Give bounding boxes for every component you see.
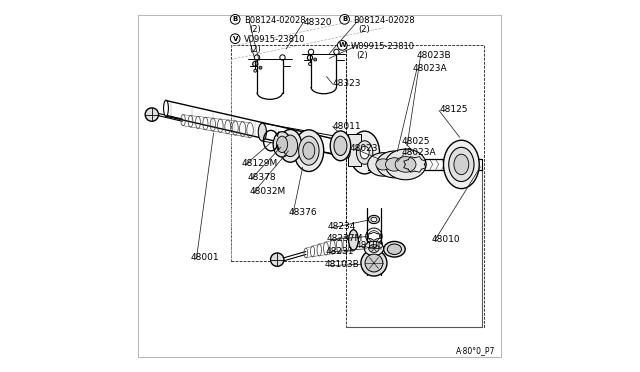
Text: 48010: 48010 <box>431 235 460 244</box>
Ellipse shape <box>383 241 405 257</box>
Text: B: B <box>232 16 238 22</box>
Ellipse shape <box>349 230 358 250</box>
Ellipse shape <box>395 157 416 172</box>
Text: 48234: 48234 <box>328 222 356 231</box>
Text: B08124-02028: B08124-02028 <box>353 16 414 25</box>
Ellipse shape <box>346 142 350 158</box>
Text: 48231: 48231 <box>326 247 354 256</box>
Ellipse shape <box>164 100 168 116</box>
Text: 48023B: 48023B <box>417 51 451 60</box>
Text: W: W <box>339 42 346 48</box>
Text: 48023: 48023 <box>349 144 378 153</box>
Text: (2): (2) <box>356 51 368 60</box>
Text: V09915-23810: V09915-23810 <box>244 35 305 44</box>
Text: 48032M: 48032M <box>250 187 285 196</box>
Ellipse shape <box>356 141 373 164</box>
Circle shape <box>334 49 339 55</box>
Circle shape <box>365 254 383 272</box>
Circle shape <box>280 55 285 60</box>
Ellipse shape <box>360 146 369 159</box>
Circle shape <box>230 15 240 24</box>
Ellipse shape <box>385 149 426 180</box>
Text: 48237M: 48237M <box>326 234 363 243</box>
Text: B: B <box>342 16 347 22</box>
Circle shape <box>271 253 284 266</box>
Text: V: V <box>232 36 238 42</box>
Text: 48378: 48378 <box>248 173 276 182</box>
Polygon shape <box>348 134 361 166</box>
Ellipse shape <box>369 215 380 224</box>
Text: 48025: 48025 <box>402 137 430 146</box>
Ellipse shape <box>278 129 302 162</box>
Ellipse shape <box>454 154 468 174</box>
Ellipse shape <box>444 140 479 189</box>
Circle shape <box>340 15 349 24</box>
Text: 48103B: 48103B <box>325 260 360 269</box>
Circle shape <box>361 250 387 276</box>
Text: 48376: 48376 <box>289 208 317 217</box>
Ellipse shape <box>376 159 390 170</box>
Ellipse shape <box>349 131 380 174</box>
Text: 48125: 48125 <box>440 105 468 114</box>
Ellipse shape <box>283 135 298 157</box>
Circle shape <box>253 61 258 67</box>
Circle shape <box>308 49 314 55</box>
Text: 48100: 48100 <box>355 241 384 250</box>
Ellipse shape <box>369 245 379 252</box>
Text: 48001: 48001 <box>191 253 219 262</box>
Text: 48320: 48320 <box>303 18 332 27</box>
Circle shape <box>254 55 260 60</box>
Ellipse shape <box>299 136 319 165</box>
Circle shape <box>307 55 312 60</box>
Text: 48023A: 48023A <box>413 64 447 73</box>
Ellipse shape <box>367 153 399 176</box>
Circle shape <box>259 66 262 69</box>
Text: 48011: 48011 <box>333 122 362 131</box>
Ellipse shape <box>364 241 383 256</box>
Ellipse shape <box>387 244 401 254</box>
Ellipse shape <box>276 136 287 153</box>
Circle shape <box>230 34 240 44</box>
Circle shape <box>308 62 312 65</box>
Circle shape <box>145 108 159 121</box>
Text: (2): (2) <box>358 25 370 34</box>
Text: (2): (2) <box>250 45 261 54</box>
Circle shape <box>314 58 317 61</box>
Text: B08124-02028: B08124-02028 <box>244 16 305 25</box>
Ellipse shape <box>273 132 291 157</box>
Ellipse shape <box>303 142 315 159</box>
Text: W09915-23810: W09915-23810 <box>351 42 415 51</box>
Ellipse shape <box>371 217 377 222</box>
Text: 48129M: 48129M <box>242 159 278 168</box>
Circle shape <box>254 69 257 72</box>
Text: 48323: 48323 <box>333 79 362 88</box>
Text: (2): (2) <box>250 25 261 34</box>
Ellipse shape <box>449 147 474 182</box>
Ellipse shape <box>330 131 351 161</box>
Text: A·80°0_P7: A·80°0_P7 <box>456 346 495 355</box>
Ellipse shape <box>294 130 324 171</box>
Ellipse shape <box>385 158 403 171</box>
Ellipse shape <box>376 151 412 178</box>
Ellipse shape <box>334 136 347 155</box>
Circle shape <box>337 41 347 50</box>
Ellipse shape <box>259 123 266 141</box>
Text: 48023A: 48023A <box>402 148 436 157</box>
